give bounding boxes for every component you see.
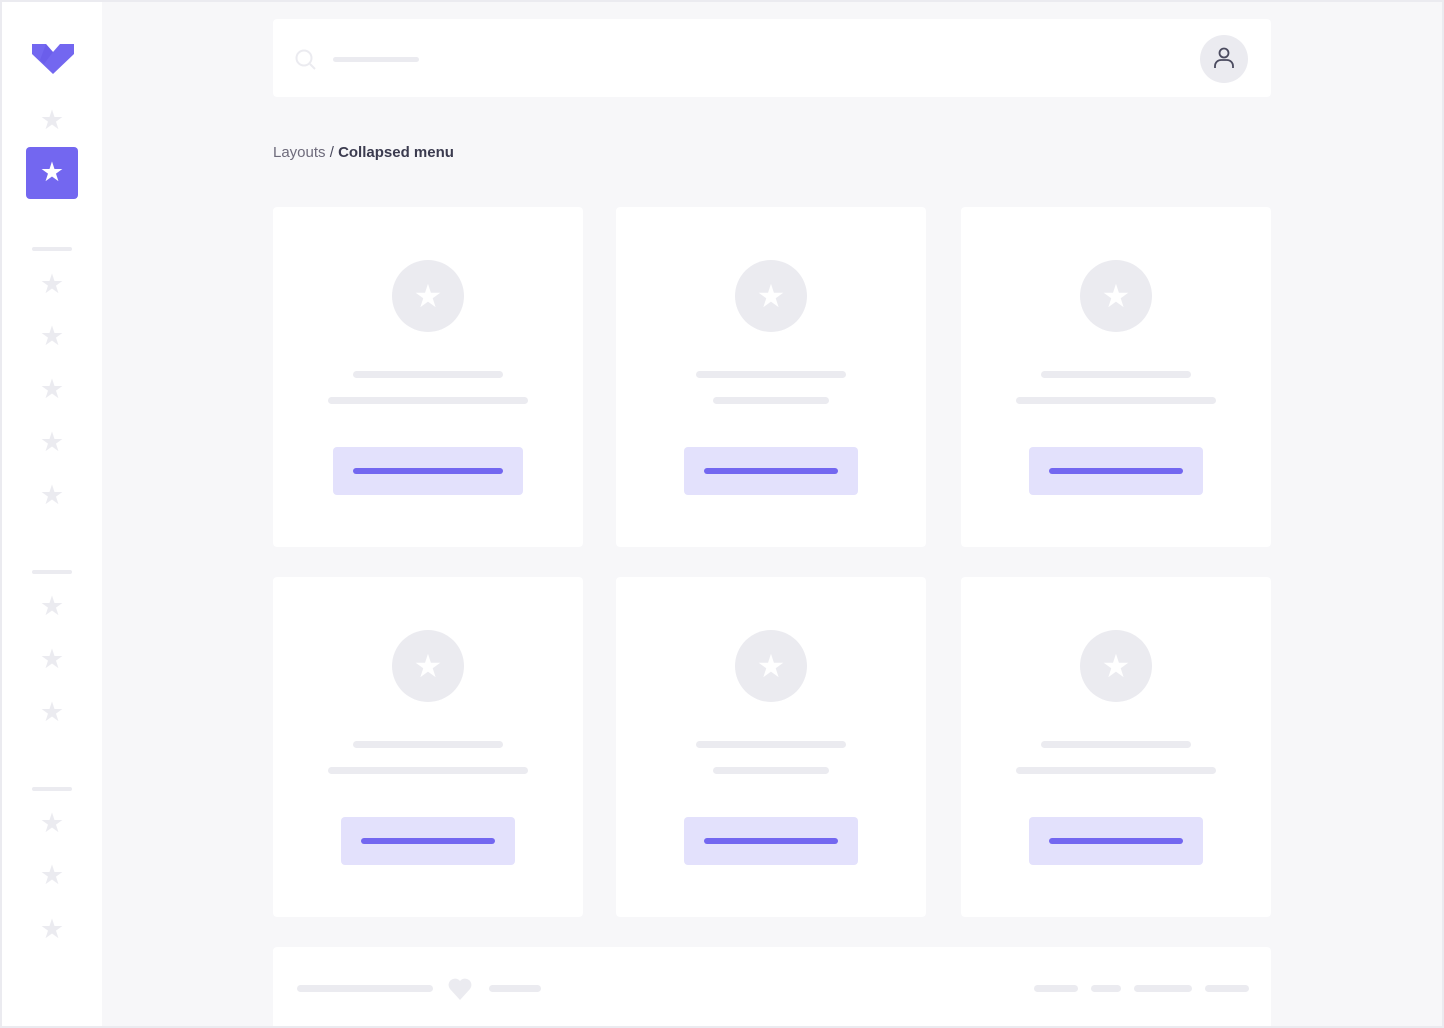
footer-text xyxy=(489,985,541,992)
footer xyxy=(273,947,1271,1026)
star-icon: ★ xyxy=(1080,630,1152,702)
card-title xyxy=(1041,371,1191,378)
avatar[interactable] xyxy=(1200,35,1248,83)
sidebar: ★ ★ ★ ★ ★ ★ ★ ★ ★ ★ ★ ★ ★ xyxy=(2,2,102,1026)
star-icon[interactable]: ★ xyxy=(39,480,65,511)
star-icon[interactable]: ★ xyxy=(39,808,65,839)
card-button-label xyxy=(704,838,838,844)
star-icon: ★ xyxy=(39,157,65,188)
breadcrumb: Layouts / Collapsed menu xyxy=(273,144,454,161)
card: ★ xyxy=(616,207,926,547)
top-navbar xyxy=(273,19,1271,97)
footer-link[interactable] xyxy=(1205,985,1249,992)
card-button[interactable] xyxy=(333,447,523,495)
card-title xyxy=(353,741,503,748)
sidebar-item-active[interactable]: ★ xyxy=(26,147,78,199)
card-button-label xyxy=(1049,468,1183,474)
star-icon: ★ xyxy=(735,630,807,702)
card: ★ xyxy=(961,577,1271,917)
footer-link[interactable] xyxy=(1034,985,1078,992)
card-button-label xyxy=(361,838,495,844)
star-icon[interactable]: ★ xyxy=(39,427,65,458)
card-button[interactable] xyxy=(684,447,858,495)
search-input[interactable] xyxy=(333,57,419,62)
breadcrumb-separator: / xyxy=(325,144,339,161)
footer-link[interactable] xyxy=(1091,985,1121,992)
card-button[interactable] xyxy=(341,817,515,865)
card-title xyxy=(353,371,503,378)
divider xyxy=(32,787,72,791)
card-button-label xyxy=(353,468,503,474)
card-subtitle xyxy=(328,397,528,404)
star-icon: ★ xyxy=(392,260,464,332)
star-icon[interactable]: ★ xyxy=(39,644,65,675)
divider xyxy=(32,247,72,251)
card-subtitle xyxy=(713,767,829,774)
card-button[interactable] xyxy=(1029,447,1203,495)
card: ★ xyxy=(616,577,926,917)
card-button[interactable] xyxy=(1029,817,1203,865)
search-icon[interactable] xyxy=(295,49,317,71)
star-icon[interactable]: ★ xyxy=(39,697,65,728)
card: ★ xyxy=(273,577,583,917)
heart-icon xyxy=(448,978,472,1000)
card-button-label xyxy=(704,468,838,474)
divider xyxy=(32,570,72,574)
star-icon[interactable]: ★ xyxy=(39,105,65,136)
card-title xyxy=(696,371,846,378)
star-icon[interactable]: ★ xyxy=(39,374,65,405)
breadcrumb-current: Collapsed menu xyxy=(338,144,454,161)
breadcrumb-parent[interactable]: Layouts xyxy=(273,144,326,161)
card: ★ xyxy=(273,207,583,547)
card-title xyxy=(696,741,846,748)
card-button[interactable] xyxy=(684,817,858,865)
star-icon: ★ xyxy=(392,630,464,702)
star-icon: ★ xyxy=(735,260,807,332)
user-icon xyxy=(1214,47,1234,68)
card-subtitle xyxy=(1016,397,1216,404)
star-icon[interactable]: ★ xyxy=(39,321,65,352)
card: ★ xyxy=(961,207,1271,547)
star-icon[interactable]: ★ xyxy=(39,860,65,891)
card-button-label xyxy=(1049,838,1183,844)
card-subtitle xyxy=(713,397,829,404)
star-icon[interactable]: ★ xyxy=(39,914,65,945)
card-title xyxy=(1041,741,1191,748)
star-icon: ★ xyxy=(1080,260,1152,332)
footer-text xyxy=(297,985,433,992)
logo-icon[interactable] xyxy=(32,44,74,74)
footer-link[interactable] xyxy=(1134,985,1192,992)
card-subtitle xyxy=(1016,767,1216,774)
card-subtitle xyxy=(328,767,528,774)
star-icon[interactable]: ★ xyxy=(39,591,65,622)
star-icon[interactable]: ★ xyxy=(39,269,65,300)
